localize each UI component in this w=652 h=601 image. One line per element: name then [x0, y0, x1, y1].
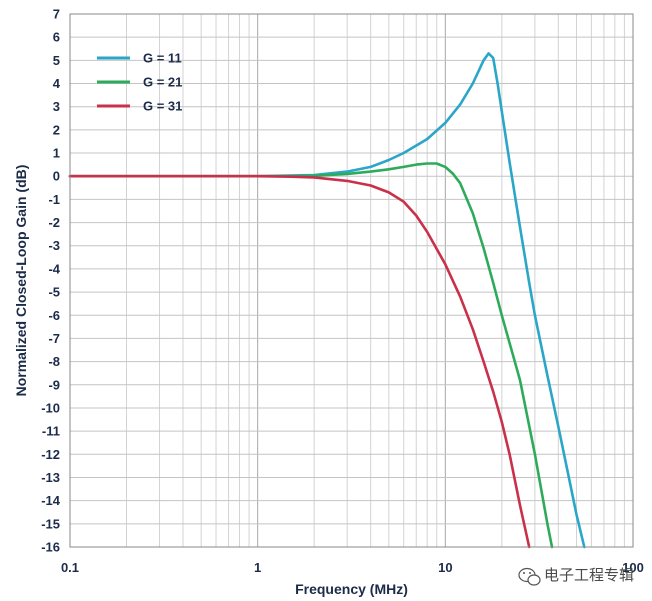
y-tick-label: -12 [41, 447, 60, 462]
y-tick-label: 3 [53, 99, 60, 114]
x-axis-label: Frequency (MHz) [295, 581, 408, 597]
y-tick-label: -8 [48, 354, 60, 369]
y-tick-labels: 7 6 5 4 3 2 1 0 -1 -2 -3 -4 -5 -6 -7 -8 -9 -10 -11 -12 -13 -1… [41, 7, 61, 555]
y-tick-label: 1 [53, 146, 60, 161]
series-line-2 [68, 162, 554, 549]
y-tick-label: -16 [41, 540, 60, 555]
series-line-3 [68, 174, 531, 549]
y-axis-label: Normalized Closed-Loop Gain (dB) [13, 165, 29, 397]
x-tick-label: 0.1 [61, 560, 79, 575]
y-tick-label: -4 [48, 261, 60, 276]
wechat-icon [518, 567, 541, 586]
y-tick-label: 2 [53, 122, 60, 137]
y-tick-label: 0 [53, 169, 60, 184]
y-tick-label: -13 [41, 470, 60, 485]
x-tick-label: 1 [254, 560, 261, 575]
y-tick-label: -9 [48, 377, 60, 392]
y-tick-label: 4 [53, 76, 61, 91]
series-lines [68, 52, 586, 549]
watermark: 电子工程专辑 [518, 566, 634, 586]
x-tick-labels: 0.1 1 10 100 [61, 560, 644, 575]
legend-label-1: G = 11 [143, 51, 182, 66]
legend-label-3: G = 31 [143, 99, 182, 114]
y-tick-label: -5 [48, 285, 60, 300]
x-tick-label: 10 [438, 560, 452, 575]
y-tick-label: -10 [41, 400, 60, 415]
y-tick-label: -11 [42, 424, 60, 439]
watermark-text: 电子工程专辑 [544, 566, 634, 584]
y-tick-label: -6 [48, 308, 60, 323]
y-tick-label: 5 [53, 53, 60, 68]
x-tick-label: 100 [622, 560, 644, 575]
y-tick-label: -14 [41, 493, 61, 508]
y-tick-label: 7 [53, 7, 60, 22]
legend-label-2: G = 21 [143, 75, 182, 90]
y-tick-label: 6 [53, 30, 60, 45]
series-line-1 [68, 52, 586, 549]
grid-minor [125, 14, 625, 547]
y-tick-label: -3 [48, 238, 60, 253]
legend: G = 11 G = 21 G = 31 [97, 51, 182, 114]
y-tick-label: -15 [41, 516, 60, 531]
y-tick-label: -1 [48, 192, 60, 207]
y-tick-label: -2 [48, 215, 60, 230]
plot-frame [69, 13, 634, 548]
y-tick-label: -7 [48, 331, 60, 346]
